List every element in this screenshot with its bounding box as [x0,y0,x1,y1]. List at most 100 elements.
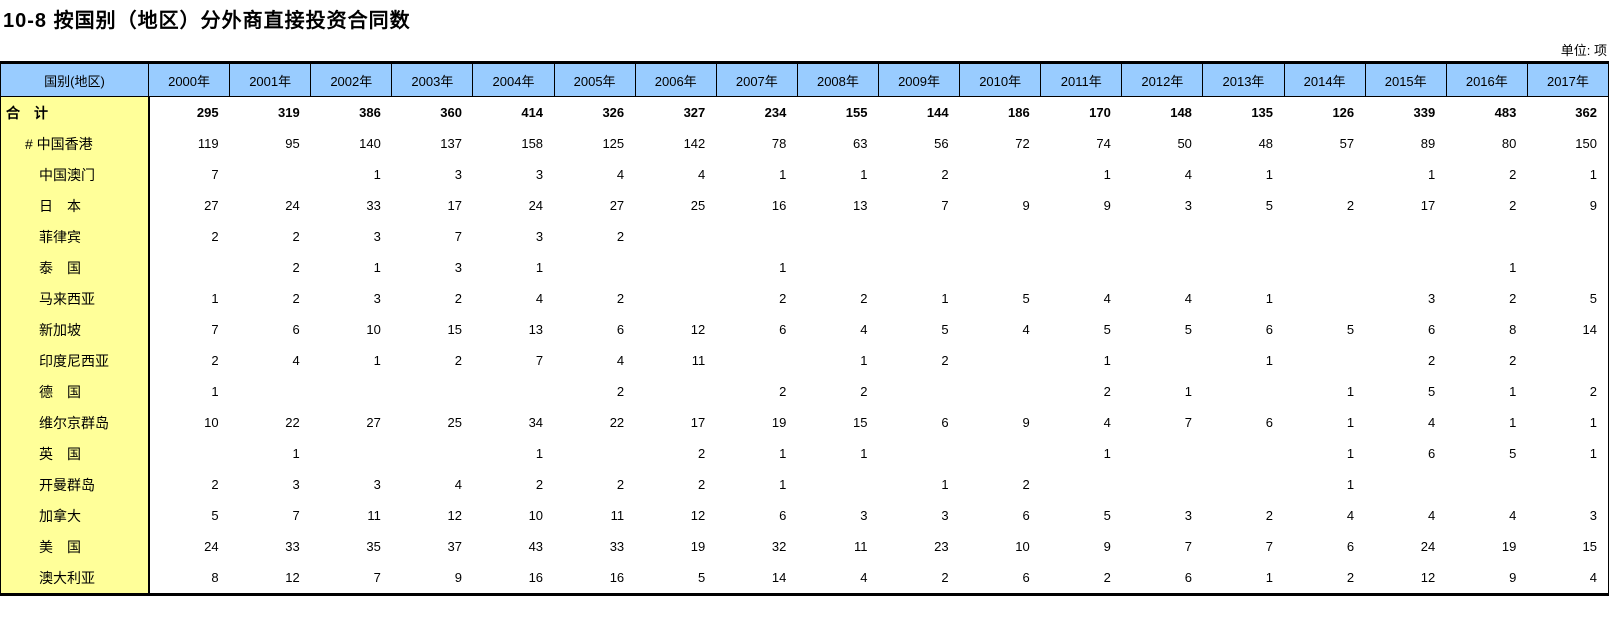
data-cell [1365,469,1446,500]
data-cell: 9 [1589,198,1597,213]
data-cell: 17 [447,198,462,213]
data-cell: 1 [1103,353,1111,368]
data-cell: 386 [359,105,381,120]
data-cell: 2 [779,384,787,399]
row-label: 美 国 [0,531,150,562]
year-column-header: 2001年 [229,62,312,97]
row-label: 印度尼西亚 [0,345,150,376]
data-cell: 27 [609,198,625,213]
data-cell: 1 [211,384,219,399]
data-cell: 1 [1103,167,1111,182]
data-cell: 6 [779,322,787,337]
table-row: 澳大利亚 8 12 7 9 16 16 5 14 4 2 6 2 6 1 2 12 9 4 [0,562,1609,595]
row-label: 日 本 [0,190,150,221]
data-cell: 1 [373,260,381,275]
data-cell: 9 [1022,415,1030,430]
data-cell: 1 [1265,353,1274,368]
data-cell: 1 [941,477,949,492]
data-cell: 23 [934,539,949,554]
data-cell: 2 [941,353,949,368]
data-cell: 33 [609,539,625,554]
data-cell: 8 [1509,322,1517,337]
data-cell: 125 [602,136,625,151]
data-cell: 327 [683,105,706,120]
data-cell: 1 [1346,384,1355,399]
data-cell: 4 [860,570,868,585]
data-cell: 72 [1015,136,1030,151]
data-cell: 4 [1428,415,1436,430]
data-cell: 6 [1265,415,1274,430]
row-label: 开曼群岛 [0,469,150,500]
data-cell: 6 [1346,539,1355,554]
row-label: 新加坡 [0,314,150,345]
data-cell: 6 [292,322,300,337]
data-cell: 7 [292,508,300,523]
data-cell [1203,221,1284,252]
data-cell: 6 [1428,446,1436,461]
data-cell [311,376,392,407]
data-cell: 1 [1346,415,1355,430]
data-cell: 3 [1184,198,1192,213]
data-cell: 1 [779,167,787,182]
data-cell: 1 [779,446,787,461]
data-cell: 6 [1022,570,1030,585]
data-cell [960,438,1041,469]
year-column-header: 2012年 [1121,62,1204,97]
table-body: 合 计 295 319 386 360 414 326 327 234 155 144 186 170 1… [0,96,1609,595]
data-cell: 1 [1428,167,1436,182]
year-column-header: 2000年 [147,62,231,97]
data-cell: 2 [211,353,219,368]
data-cell: 1 [860,446,868,461]
data-cell: 2 [454,291,462,306]
data-cell: 1 [860,353,868,368]
data-cell: 2 [454,353,462,368]
data-cell: 170 [1089,105,1111,120]
data-cell: 4 [1103,415,1111,430]
data-cell: 5 [1265,198,1274,213]
data-cell: 16 [609,570,625,585]
data-cell: 2 [292,229,300,244]
data-cell: 19 [690,539,706,554]
data-cell: 4 [454,477,462,492]
year-column-header: 2011年 [1040,62,1123,97]
data-cell: 50 [1177,136,1192,151]
header-row: 国别(地区) 2000年 2001年 2002年 2003年 2004年 2005年 200… [0,62,1609,97]
data-cell [1041,469,1122,500]
data-cell: 95 [285,136,300,151]
data-cell: 7 [1184,415,1192,430]
data-cell: 4 [616,353,625,368]
data-cell [960,221,1041,252]
data-cell: 155 [845,105,868,120]
data-cell: 140 [359,136,381,151]
data-cell: 10 [204,415,219,430]
data-cell: 7 [941,198,949,213]
data-cell: 19 [771,415,787,430]
table-row: 德 国 1 2 2 2 2 1 1 5 1 2 [0,376,1609,407]
data-cell: 9 [454,570,462,585]
data-cell: 2 [1509,167,1517,182]
data-cell: 483 [1494,105,1517,120]
data-cell: 4 [292,353,300,368]
data-cell: 1 [1184,384,1192,399]
data-cell: 3 [1428,291,1436,306]
data-cell [1284,221,1365,252]
data-cell: 2 [616,384,625,399]
data-cell [473,376,554,407]
data-cell: 13 [853,198,868,213]
data-cell: 1 [1346,446,1355,461]
data-cell [635,283,716,314]
data-cell: 35 [366,539,381,554]
data-cell [1041,221,1122,252]
data-cell: 14 [771,570,787,585]
data-cell [149,252,230,283]
data-cell [1284,252,1365,283]
data-cell: 7 [1265,539,1274,554]
data-cell: 24 [1420,539,1436,554]
data-cell: 6 [1022,508,1030,523]
table-row: 泰 国 2 1 3 1 1 1 [0,252,1609,283]
data-cell: 63 [853,136,868,151]
data-cell: 6 [616,322,625,337]
data-cell: 1 [1265,570,1274,585]
data-cell: 7 [1184,539,1192,554]
data-cell: 2 [1022,477,1030,492]
